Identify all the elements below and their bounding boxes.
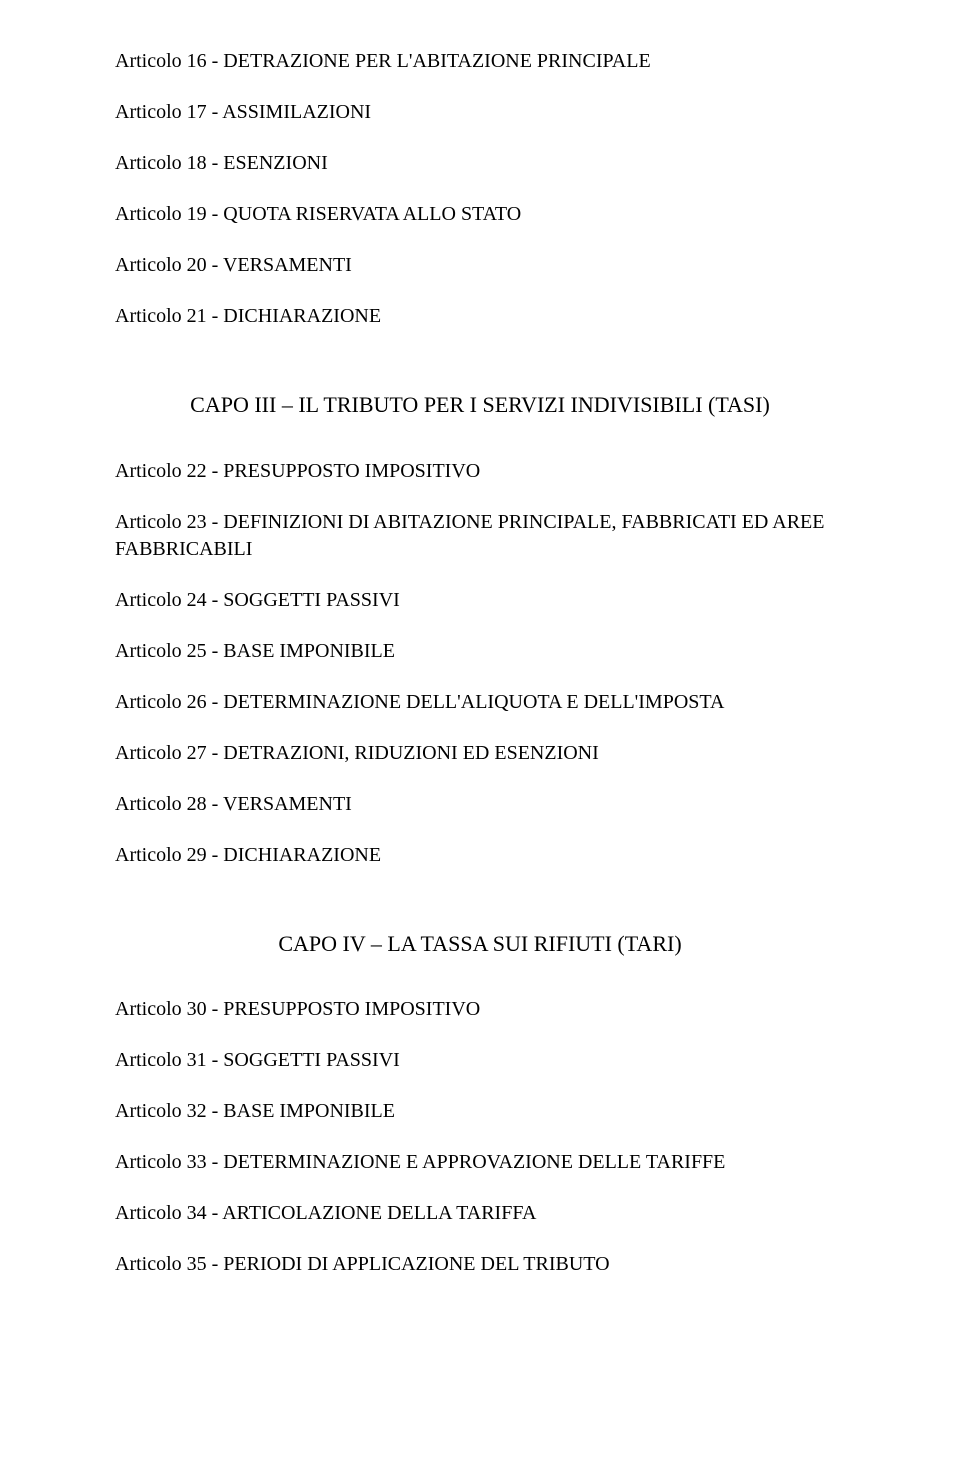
toc-entry: Articolo 29 - DICHIARAZIONE	[115, 842, 845, 869]
toc-entry: Articolo 24 - SOGGETTI PASSIVI	[115, 587, 845, 614]
toc-entry: Articolo 28 - VERSAMENTI	[115, 791, 845, 818]
toc-entry: Articolo 16 - DETRAZIONE PER L'ABITAZION…	[115, 48, 845, 75]
section-heading-capo-iv: CAPO IV – LA TASSA SUI RIFIUTI (TARI)	[115, 929, 845, 959]
toc-entry: Articolo 19 - QUOTA RISERVATA ALLO STATO	[115, 201, 845, 228]
toc-group-1: Articolo 16 - DETRAZIONE PER L'ABITAZION…	[115, 48, 845, 330]
toc-entry: Articolo 33 - DETERMINAZIONE E APPROVAZI…	[115, 1149, 845, 1176]
section-heading-capo-iii: CAPO III – IL TRIBUTO PER I SERVIZI INDI…	[115, 390, 845, 420]
toc-entry: Articolo 35 - PERIODI DI APPLICAZIONE DE…	[115, 1251, 845, 1278]
toc-group-3: Articolo 30 - PRESUPPOSTO IMPOSITIVO Art…	[115, 996, 845, 1278]
toc-entry: Articolo 18 - ESENZIONI	[115, 150, 845, 177]
toc-entry: Articolo 22 - PRESUPPOSTO IMPOSITIVO	[115, 458, 845, 485]
toc-group-2: Articolo 22 - PRESUPPOSTO IMPOSITIVO Art…	[115, 458, 845, 869]
toc-entry: Articolo 26 - DETERMINAZIONE DELL'ALIQUO…	[115, 689, 845, 716]
toc-entry: Articolo 30 - PRESUPPOSTO IMPOSITIVO	[115, 996, 845, 1023]
toc-entry: Articolo 34 - ARTICOLAZIONE DELLA TARIFF…	[115, 1200, 845, 1227]
toc-entry: Articolo 32 - BASE IMPONIBILE	[115, 1098, 845, 1125]
toc-entry: Articolo 31 - SOGGETTI PASSIVI	[115, 1047, 845, 1074]
toc-entry: Articolo 25 - BASE IMPONIBILE	[115, 638, 845, 665]
toc-entry: Articolo 20 - VERSAMENTI	[115, 252, 845, 279]
toc-entry: Articolo 27 - DETRAZIONI, RIDUZIONI ED E…	[115, 740, 845, 767]
toc-entry: Articolo 17 - ASSIMILAZIONI	[115, 99, 845, 126]
toc-entry: Articolo 23 - DEFINIZIONI DI ABITAZIONE …	[115, 509, 845, 563]
toc-entry: Articolo 21 - DICHIARAZIONE	[115, 303, 845, 330]
